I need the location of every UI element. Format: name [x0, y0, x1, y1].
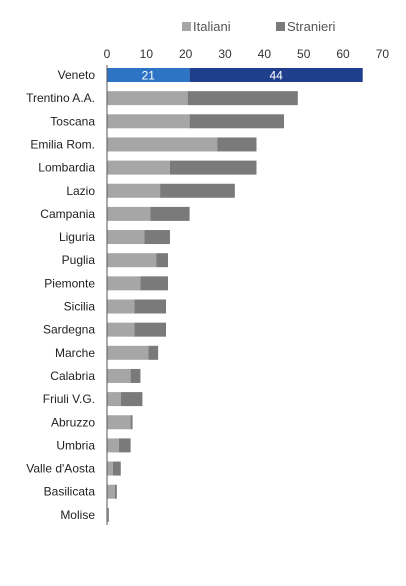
bar-italiani [107, 438, 119, 453]
bar-stranieri [130, 368, 141, 383]
bar-italiani [107, 206, 151, 221]
bar-italiani [107, 484, 115, 499]
bar-stranieri [120, 392, 143, 407]
bar-stranieri [150, 206, 190, 221]
bar-stranieri [160, 183, 235, 198]
bar-stranieri [148, 345, 159, 360]
bar-italiani [107, 68, 190, 82]
category-label: Abruzzo [51, 415, 95, 429]
category-label: Lombardia [38, 161, 95, 175]
bar-stranieri [130, 415, 133, 430]
category-label: Liguria [59, 230, 95, 244]
bar-stranieri [108, 507, 109, 522]
legend-swatch-italiani [182, 22, 191, 31]
category-label: Lazio [66, 184, 95, 198]
bar-italiani [107, 114, 190, 129]
bar-stranieri [169, 160, 257, 175]
bar-italiani [107, 507, 109, 522]
category-label: Veneto [58, 68, 96, 82]
bar-stranieri [114, 484, 117, 499]
x-tick-label: 60 [336, 47, 350, 61]
category-label: Calabria [50, 369, 95, 383]
category-label: Puglia [62, 253, 96, 267]
data-label: 44 [269, 69, 283, 83]
legend-label-stranieri: Stranieri [287, 19, 336, 34]
category-label: Valle d'Aosta [26, 462, 95, 476]
bar-italiani [107, 253, 157, 268]
legend: Italiani Stranieri [182, 19, 336, 34]
bar-stranieri [156, 253, 168, 268]
x-tick-label: 40 [258, 47, 272, 61]
x-tick-label: 10 [140, 47, 154, 61]
bar-italiani [107, 322, 135, 337]
x-tick-label: 70 [376, 47, 390, 61]
bars [107, 68, 363, 522]
bar-stranieri [187, 91, 298, 106]
bar-italiani [107, 160, 170, 175]
bar-italiani [107, 415, 131, 430]
x-tick-label: 30 [218, 47, 232, 61]
category-label: Friuli V.G. [43, 392, 95, 406]
bar-italiani [107, 137, 218, 152]
bar-italiani [107, 91, 188, 106]
x-tick-label: 20 [179, 47, 193, 61]
bar-italiani [107, 392, 121, 407]
bar-stranieri [217, 137, 257, 152]
bar-stranieri [134, 322, 167, 337]
bar-italiani [107, 345, 149, 360]
category-labels: Veneto Trentino A.A. Toscana Emilia Rom. Lom… [26, 68, 95, 522]
legend-label-italiani: Italiani [193, 19, 231, 34]
bar-italiani [107, 299, 135, 314]
bar-stranieri [140, 276, 168, 291]
bar-stranieri [144, 230, 170, 245]
category-label: Marche [55, 346, 95, 360]
bar-italiani [107, 461, 113, 476]
bar-italiani [107, 276, 141, 291]
bar-stranieri [189, 68, 363, 82]
category-label: Piemonte [44, 276, 95, 290]
bar-stranieri [189, 114, 285, 129]
category-label: Trentino A.A. [26, 91, 95, 105]
category-label: Sicilia [64, 300, 96, 314]
legend-swatch-stranieri [276, 22, 285, 31]
category-label: Molise [60, 508, 95, 522]
data-labels: 21 44 [142, 69, 284, 83]
bar-stranieri [118, 438, 131, 453]
bar-stranieri [112, 461, 121, 476]
category-label: Campania [40, 207, 95, 221]
bar-stranieri [134, 299, 167, 314]
category-label: Basilicata [44, 485, 96, 499]
category-label: Umbria [56, 438, 95, 452]
category-label: Toscana [50, 114, 95, 128]
x-axis: 0 10 20 30 40 50 60 70 [104, 47, 390, 61]
bar-italiani [107, 368, 131, 383]
category-label: Sardegna [43, 323, 95, 337]
category-label: Emilia Rom. [30, 137, 95, 151]
data-label: 21 [142, 69, 156, 83]
x-tick-label: 50 [297, 47, 311, 61]
bar-italiani [107, 183, 161, 198]
x-tick-label: 0 [104, 47, 111, 61]
bar-italiani [107, 230, 145, 245]
